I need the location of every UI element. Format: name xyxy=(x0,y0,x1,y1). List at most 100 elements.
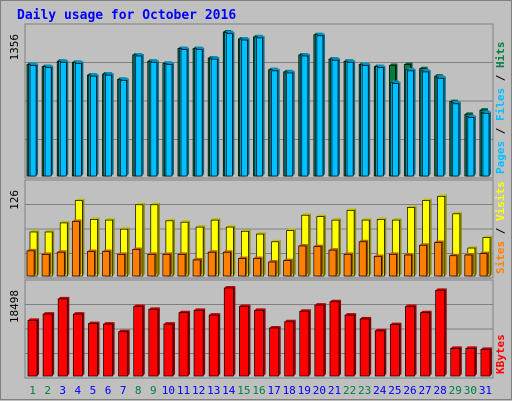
bar-visits-sites-day-21 xyxy=(328,248,339,277)
bar-hits-pages-day-25-top xyxy=(392,81,401,84)
legend-hits: Hits xyxy=(494,42,507,69)
bar-hits-pages-day-11-face xyxy=(180,49,188,177)
bar-visits-visits-day-28 xyxy=(437,194,447,277)
bar-visits-sites-day-22 xyxy=(343,252,354,277)
bar-visits-visits-day-13-top xyxy=(211,218,221,221)
bar-visits-sites-day-31-top xyxy=(479,251,489,254)
x-tick-day-31: 31 xyxy=(479,384,492,397)
bar-kbytes-kbytes-day-26-face xyxy=(405,306,415,377)
bar-kbytes-kbytes-day-22-side xyxy=(354,313,357,376)
bar-visits-sites-day-31-face xyxy=(479,253,488,277)
bar-hits-pages-day-6-face xyxy=(105,74,112,177)
bar-hits-pages-day-18-face xyxy=(286,72,294,177)
bar-visits-sites-day-21-face xyxy=(328,249,337,277)
bar-kbytes-kbytes-day-21-side xyxy=(339,299,342,376)
bar-kbytes-kbytes-day-7-side xyxy=(127,329,130,376)
bar-visits-visits-day-10-side xyxy=(172,218,175,276)
bar-kbytes-kbytes-day-4-top xyxy=(73,312,85,315)
bar-hits-pages-day-26 xyxy=(407,68,416,177)
bar-visits-sites-day-28-face xyxy=(434,242,443,277)
bar-kbytes-kbytes-day-8-top xyxy=(133,304,145,307)
bar-visits-sites-day-19 xyxy=(298,243,308,277)
x-tick-day-15: 15 xyxy=(237,384,250,397)
bar-hits-pages-day-28-face xyxy=(437,77,445,177)
bar-visits-sites-day-25-top xyxy=(389,252,399,255)
bar-visits-sites-day-11-top xyxy=(177,252,188,255)
bar-hits-pages-day-13-face xyxy=(210,58,218,177)
x-tick-day-2: 2 xyxy=(44,384,51,397)
bar-visits-sites-day-25 xyxy=(388,252,399,277)
x-tick-day-22: 22 xyxy=(343,384,356,397)
bar-hits-pages-day-14-face xyxy=(225,33,233,177)
bar-hits-pages-day-1-face xyxy=(29,65,37,177)
bar-visits-sites-day-30-side xyxy=(471,253,474,276)
bar-hits-pages-day-24-face xyxy=(376,67,384,177)
bar-visits-sites-day-2-side xyxy=(49,252,52,276)
x-tick-day-7: 7 xyxy=(120,384,127,397)
bar-kbytes-kbytes-day-7 xyxy=(118,329,130,377)
bar-visits-sites-day-30-top xyxy=(464,253,474,256)
bar-visits-visits-day-26-side xyxy=(414,205,417,276)
bar-visits-visits-day-6-top xyxy=(105,218,115,221)
bar-visits-sites-day-21-top xyxy=(328,248,339,251)
bar-kbytes-kbytes-day-8-face xyxy=(133,306,144,377)
bar-visits-sites-day-23 xyxy=(358,239,369,277)
bar-hits-pages-day-15-top xyxy=(241,38,250,41)
bar-visits-sites-day-16-side xyxy=(260,256,263,276)
bar-visits-visits-day-12-top xyxy=(196,225,206,228)
bar-kbytes-kbytes-day-20 xyxy=(314,303,326,377)
bar-kbytes-kbytes-day-16 xyxy=(254,308,266,377)
bar-visits-sites-day-16-top xyxy=(253,256,263,259)
bar-hits-pages-day-16 xyxy=(256,35,265,177)
bar-visits-sites-day-22-face xyxy=(343,253,352,277)
bar-kbytes-kbytes-day-15 xyxy=(239,304,251,377)
bar-kbytes-kbytes-day-3-top xyxy=(58,296,70,299)
bar-visits-visits-day-27-top xyxy=(422,198,432,201)
panel-hits: 1356 Pages / Files / Hits xyxy=(8,23,507,179)
bar-kbytes-kbytes-day-16-face xyxy=(254,309,264,377)
bar-kbytes-kbytes-day-23 xyxy=(359,316,372,377)
bar-hits-pages-day-31-top xyxy=(482,111,491,114)
bar-hits-pages-day-10-face xyxy=(165,64,173,177)
bar-hits-pages-day-7 xyxy=(120,78,129,177)
bar-visits-sites-day-6-top xyxy=(102,249,112,252)
bar-kbytes-kbytes-day-26-side xyxy=(414,304,417,376)
bar-visits-sites-day-17-top xyxy=(268,260,278,263)
bar-hits-pages-day-24-side xyxy=(383,65,386,176)
x-tick-day-17: 17 xyxy=(267,384,280,397)
bar-visits-sites-day-8-face xyxy=(132,249,141,277)
bar-visits-sites-day-27 xyxy=(419,243,429,277)
legend-separator: / xyxy=(494,221,507,241)
bar-hits-pages-day-11-top xyxy=(180,47,190,50)
bar-hits-pages-day-16-top xyxy=(256,35,265,38)
bar-kbytes-kbytes-day-6-face xyxy=(103,323,113,377)
x-tick-day-1: 1 xyxy=(29,384,36,397)
bar-hits-pages-day-31-face xyxy=(482,112,490,177)
bar-visits-visits-day-23-top xyxy=(362,218,372,221)
bar-hits-pages-day-20 xyxy=(316,33,325,177)
bar-visits-sites-day-15-face xyxy=(238,258,246,277)
bar-hits-pages-day-27-top xyxy=(422,69,431,72)
bar-hits-pages-day-17-face xyxy=(271,70,278,177)
bar-visits-visits-day-17-side xyxy=(278,239,281,276)
bar-visits-visits-day-3-side xyxy=(67,220,70,276)
bar-hits-pages-day-9-side xyxy=(156,60,159,176)
bar-kbytes-kbytes-day-25-side xyxy=(399,322,402,376)
bar-visits-sites-day-27-top xyxy=(419,243,429,246)
bar-visits-sites-day-14-face xyxy=(222,251,231,277)
bar-visits-sites-day-5-face xyxy=(87,251,95,277)
bar-visits-sites-day-4 xyxy=(71,219,82,277)
x-tick-day-16: 16 xyxy=(252,384,265,397)
bar-hits-pages-day-13 xyxy=(210,57,220,177)
x-tick-day-6: 6 xyxy=(105,384,112,397)
bar-visits-visits-day-25-side xyxy=(399,218,402,276)
bar-hits-hits-day-30-top xyxy=(464,112,473,115)
bar-kbytes-kbytes-day-20-face xyxy=(314,304,325,377)
bar-hits-pages-day-20-face xyxy=(316,35,324,177)
x-tick-day-26: 26 xyxy=(403,384,416,397)
bar-visits-sites-day-28 xyxy=(434,240,444,277)
bar-visits-sites-day-11-face xyxy=(177,253,186,277)
bar-visits-visits-day-30-top xyxy=(467,246,477,249)
bar-kbytes-kbytes-day-15-top xyxy=(239,304,251,307)
bar-hits-pages-day-22 xyxy=(346,60,356,177)
